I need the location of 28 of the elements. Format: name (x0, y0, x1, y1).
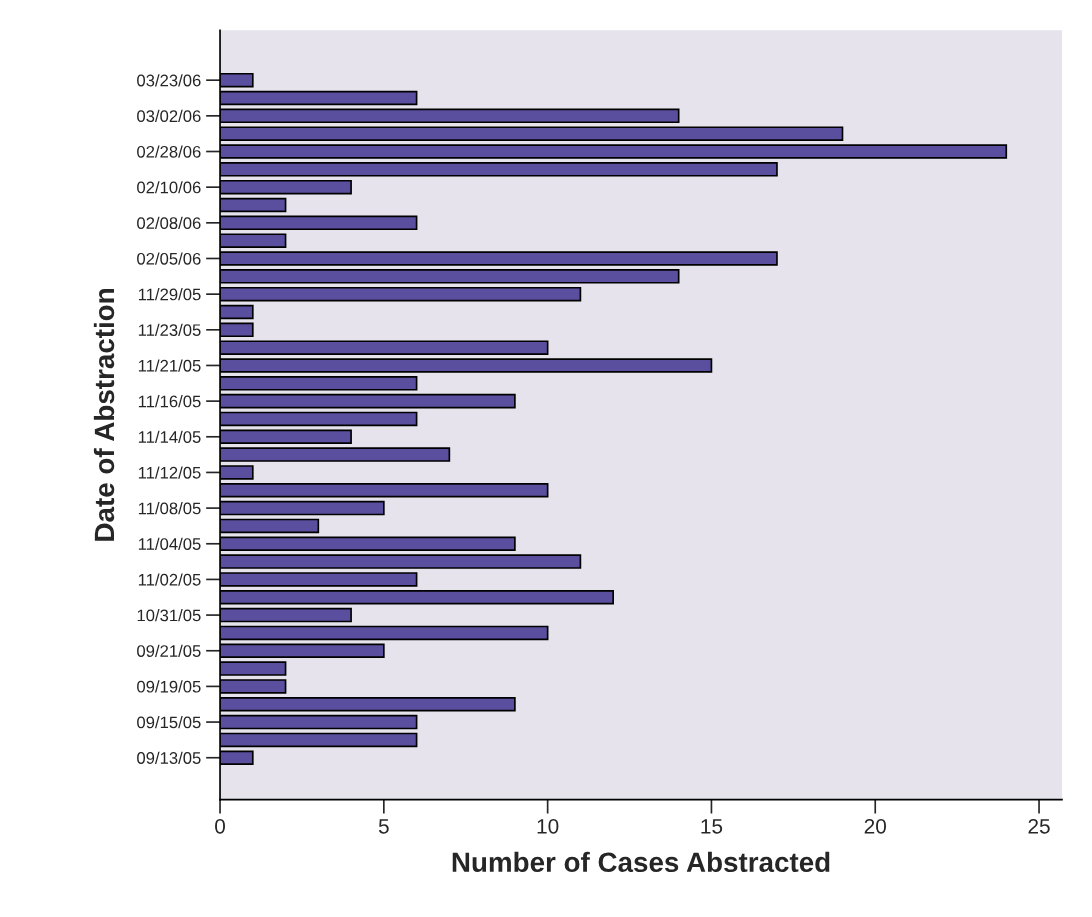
x-tick-label: 5 (378, 819, 389, 834)
x-tick-label: 10 (537, 818, 559, 834)
y-tick-label: 09/19/05 (137, 680, 201, 693)
x-tick-label: 0 (215, 818, 226, 834)
y-tick-label: 02/05/06 (137, 252, 201, 265)
y-tick-label: 11/16/05 (138, 395, 201, 408)
y-tick-label: 02/28/06 (137, 145, 201, 158)
y-tick-label: 09/13/05 (137, 751, 201, 764)
y-tick-label: 02/08/06 (137, 216, 201, 230)
y-tick-label: 03/23/06 (137, 74, 201, 87)
x-axis-title: Number of Cases Abstracted (452, 851, 830, 873)
y-tick-label: 09/21/05 (137, 644, 201, 657)
y-tick-label: 03/02/06 (137, 109, 201, 123)
y-tick-label: 11/08/05 (138, 502, 201, 515)
y-tick-label: 11/04/05 (138, 537, 201, 550)
x-tick-label: 25 (1028, 818, 1050, 834)
y-tick-label: 10/31/05 (137, 609, 201, 622)
y-tick-label: 02/10/06 (137, 181, 201, 194)
y-tick-label: 11/12/05 (138, 466, 201, 479)
y-tick-label: 11/14/05 (138, 430, 201, 443)
y-tick-label: 11/02/05 (138, 573, 201, 586)
y-tick-label: 11/23/05 (138, 323, 201, 337)
y-tick-label: 11/21/05 (138, 359, 201, 372)
y-axis-title: Date of Abstraction (93, 289, 115, 541)
y-tick-label: 11/29/05 (138, 288, 201, 301)
x-tick-label: 15 (701, 819, 723, 834)
x-tick-label: 20 (864, 818, 887, 834)
y-tick-label: 09/15/05 (137, 716, 201, 729)
